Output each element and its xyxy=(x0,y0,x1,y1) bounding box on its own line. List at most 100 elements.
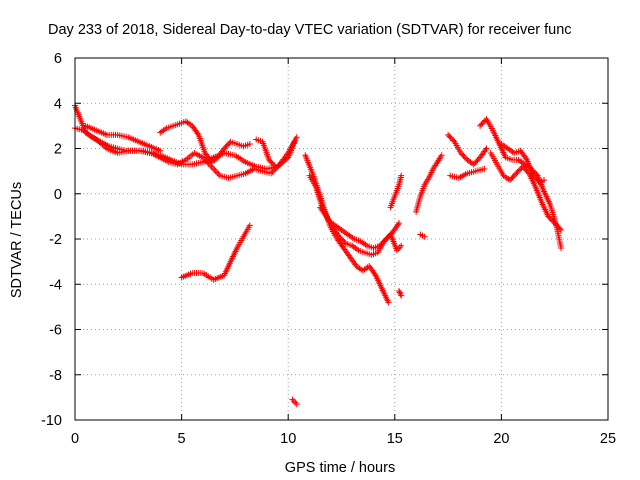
y-tick-label: -6 xyxy=(49,323,62,339)
data-point xyxy=(550,218,557,225)
data-point xyxy=(341,239,348,246)
data-point xyxy=(271,162,278,169)
x-tick-label: 15 xyxy=(387,431,403,447)
data-point xyxy=(211,166,218,173)
data-point xyxy=(517,166,524,173)
data-point xyxy=(459,151,466,158)
data-point xyxy=(338,236,345,243)
data-point xyxy=(471,159,478,166)
data-point xyxy=(513,170,520,177)
y-tick-label: -10 xyxy=(41,413,62,429)
data-point xyxy=(515,167,522,174)
data-point xyxy=(212,168,219,175)
data-point xyxy=(547,216,554,223)
data-point xyxy=(554,222,561,229)
data-point xyxy=(226,140,233,147)
data-point xyxy=(510,173,517,180)
data-point xyxy=(473,158,480,165)
data-point xyxy=(269,168,276,175)
data-point xyxy=(221,145,228,152)
data-point xyxy=(225,141,232,148)
data-point xyxy=(293,401,300,408)
data-point xyxy=(272,163,279,170)
x-tick-label: 5 xyxy=(178,431,186,447)
data-point xyxy=(457,150,464,157)
data-point xyxy=(483,145,490,152)
data-point xyxy=(396,289,403,296)
x-tick-label: 25 xyxy=(600,431,616,447)
y-tick-label: -8 xyxy=(49,368,62,384)
data-point xyxy=(480,118,487,125)
data-point xyxy=(397,291,404,298)
x-tick-label: 10 xyxy=(280,431,296,447)
data-point xyxy=(549,217,556,224)
data-point xyxy=(222,144,229,151)
data-point xyxy=(382,236,389,243)
data-point xyxy=(269,160,276,167)
data-point xyxy=(481,165,488,172)
data-point xyxy=(421,233,428,240)
x-tick-label: 20 xyxy=(493,431,509,447)
y-tick-label: 0 xyxy=(54,187,62,203)
data-point xyxy=(384,234,391,241)
data-point xyxy=(474,157,481,164)
data-point xyxy=(381,238,388,245)
chart-title: Day 233 of 2018, Sidereal Day-to-day VTE… xyxy=(48,22,572,38)
data-point xyxy=(534,176,541,183)
data-point xyxy=(546,214,553,221)
data-point xyxy=(530,172,537,179)
x-axis-label: GPS time / hours xyxy=(285,460,395,476)
data-points xyxy=(72,102,565,408)
y-tick-label: -2 xyxy=(49,232,62,248)
x-tick-label: 0 xyxy=(71,431,79,447)
y-tick-label: 6 xyxy=(54,51,62,67)
data-point xyxy=(558,245,565,252)
data-point xyxy=(519,163,526,170)
data-point xyxy=(396,220,403,227)
data-point xyxy=(450,137,457,144)
data-point xyxy=(470,161,477,168)
data-point xyxy=(552,221,559,228)
data-point xyxy=(520,164,527,171)
y-tick-label: 2 xyxy=(54,142,62,158)
data-point xyxy=(340,237,347,244)
data-point xyxy=(267,158,274,165)
data-point xyxy=(289,396,296,403)
data-point xyxy=(461,154,468,161)
axis-ticks: 0 5 10 15 20 25 -10 -8 -6 -4 -2 0 2 4 6 xyxy=(41,51,616,447)
data-point xyxy=(383,235,390,242)
data-point xyxy=(223,142,230,149)
data-point xyxy=(509,174,516,181)
data-point xyxy=(398,242,405,249)
data-point xyxy=(448,135,455,142)
data-point xyxy=(157,147,164,154)
data-point xyxy=(532,175,539,182)
data-point xyxy=(438,152,445,159)
data-point xyxy=(336,233,343,240)
data-point xyxy=(292,399,299,406)
data-point xyxy=(246,140,253,147)
data-point xyxy=(506,177,513,184)
data-point xyxy=(551,220,558,227)
data-point xyxy=(385,299,392,306)
data-point xyxy=(398,292,405,299)
data-point xyxy=(445,131,452,138)
y-tick-label: 4 xyxy=(54,96,62,112)
data-point xyxy=(514,169,521,176)
data-point xyxy=(478,121,485,128)
data-point xyxy=(531,174,538,181)
data-point xyxy=(522,166,529,173)
y-tick-label: -4 xyxy=(49,277,62,293)
data-point xyxy=(209,165,216,172)
data-point xyxy=(555,224,562,231)
data-point xyxy=(266,156,273,163)
data-point xyxy=(246,222,253,229)
y-axis-label: SDTVAR / TECUs xyxy=(9,182,25,298)
data-point xyxy=(556,225,563,232)
data-point xyxy=(293,134,300,141)
data-point xyxy=(268,159,275,166)
data-point xyxy=(512,171,519,178)
grid-lines xyxy=(75,58,608,420)
data-point xyxy=(477,122,484,129)
